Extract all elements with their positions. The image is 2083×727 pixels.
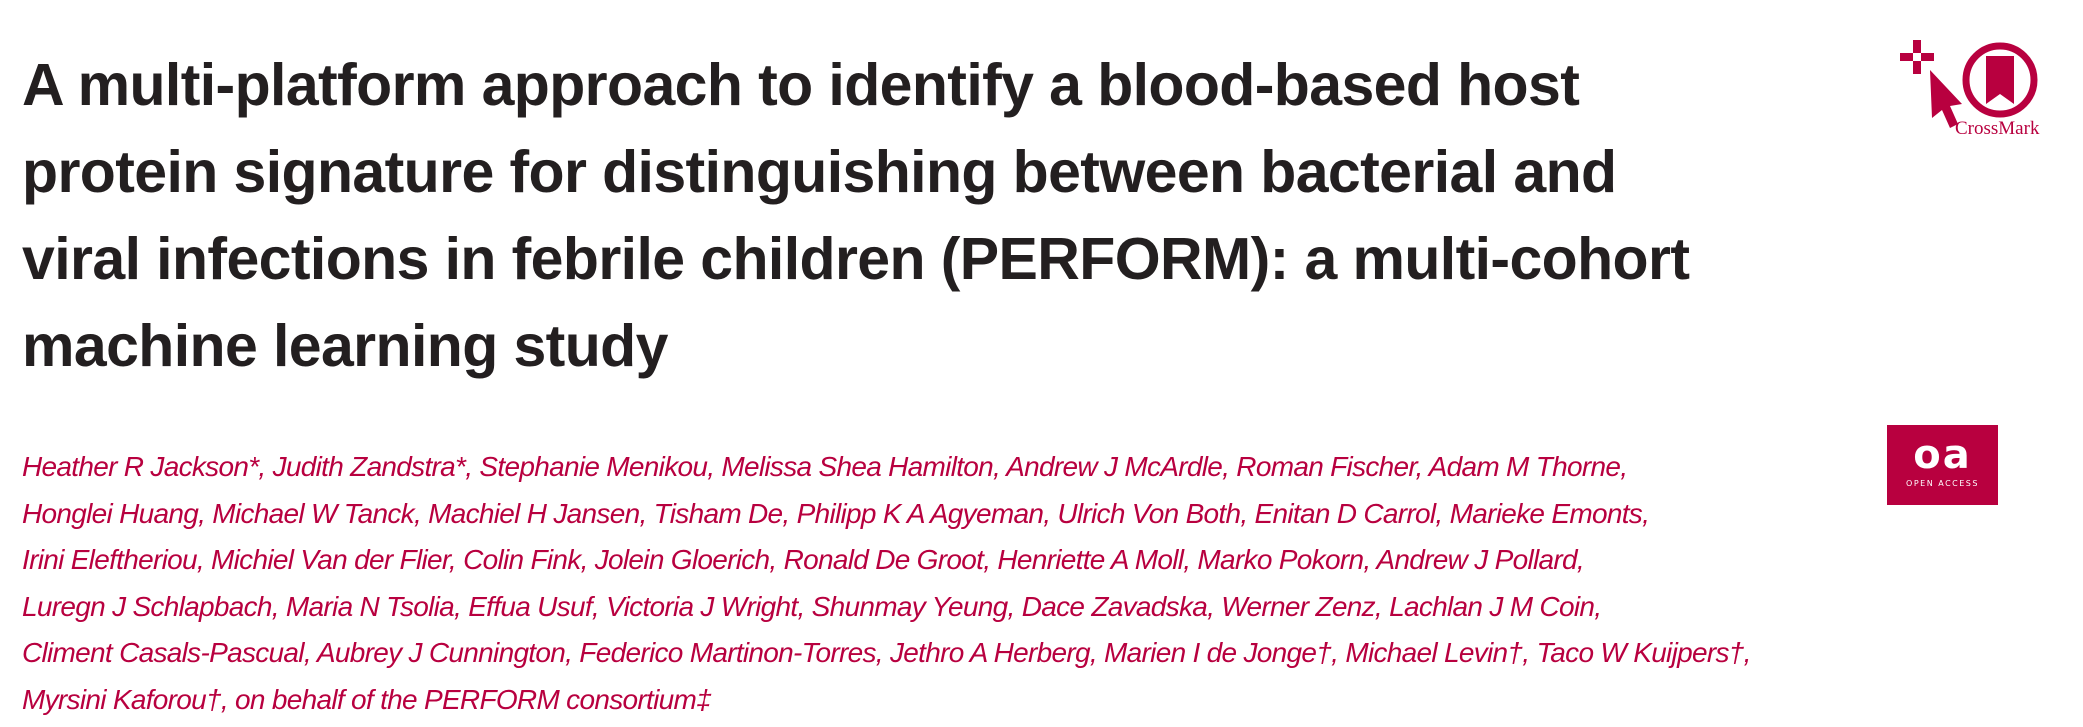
author-line: Climent Casals-Pascual, Aubrey J Cunning… (22, 637, 1751, 668)
oa-sub-label: OPEN ACCESS (1906, 479, 1979, 488)
author-line: Honglei Huang, Michael W Tanck, Machiel … (22, 497, 1650, 529)
crossmark-label: CrossMark (1955, 118, 2040, 139)
author-line: Irini Eleftheriou, Michiel Van der Flier… (22, 544, 1585, 575)
open-access-badge: oa OPEN ACCESS (1887, 425, 1998, 505)
title-line: protein signature for distinguishing bet… (22, 139, 1617, 205)
author-line: Heather R Jackson*, Judith Zandstra*, St… (22, 451, 1628, 482)
title-line: viral infections in febrile children (PE… (22, 226, 1690, 292)
oa-label: oa (1913, 432, 1972, 478)
author-line: Myrsini Kaforou†, on behalf of the PERFO… (22, 683, 712, 715)
article-title: A multi-platform approach to identify a … (22, 42, 1862, 390)
crossmark-icon[interactable] (1900, 40, 2075, 150)
author-list: Heather R Jackson*, Judith Zandstra*, St… (22, 444, 1751, 723)
title-line: machine learning study (22, 313, 668, 379)
author-line: Luregn J Schlapbach, Maria N Tsolia, Eff… (22, 590, 1602, 622)
title-line: A multi-platform approach to identify a … (22, 52, 1580, 118)
